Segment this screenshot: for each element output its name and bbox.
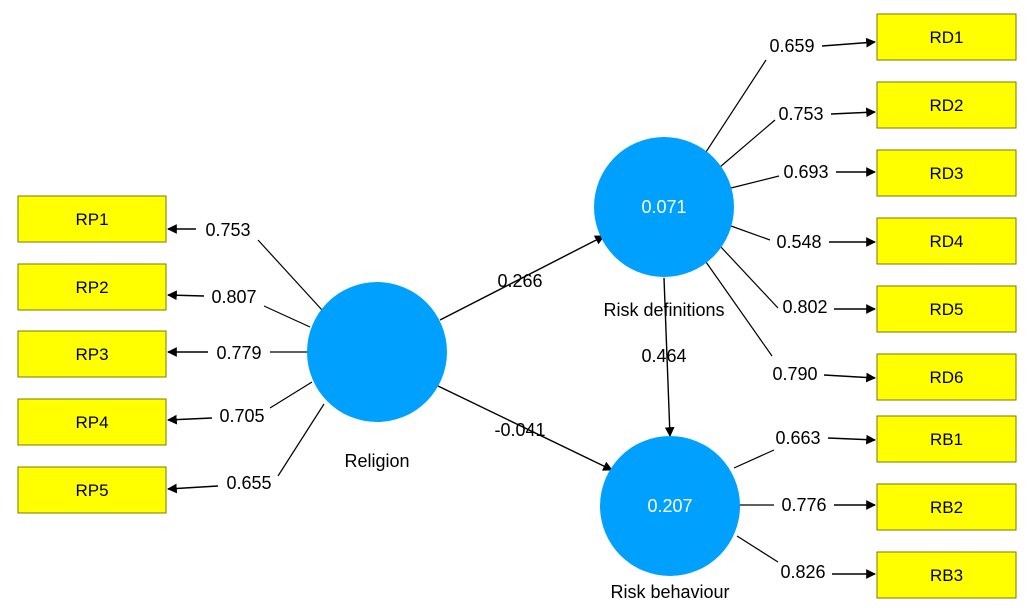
loading-value-rb3: 0.826 <box>780 562 825 582</box>
indicator-box-rd4[interactable] <box>876 217 1017 265</box>
loading-value-rp4: 0.705 <box>219 406 264 426</box>
loading-value-rp2: 0.807 <box>211 287 256 307</box>
path-arrow-risk_def-to-risk_beh <box>663 277 675 437</box>
loading-line-rb1 <box>733 449 775 469</box>
loading-arrow-rp4 <box>167 414 213 425</box>
loading-line-rp2 <box>263 305 311 328</box>
path-arrow-religion-to-risk_def <box>439 235 605 321</box>
loading-value-rp1: 0.753 <box>205 220 250 240</box>
loading-line-rp4 <box>269 381 313 409</box>
loading-line-rb3 <box>736 535 779 563</box>
indicator-label-rp3: RP3 <box>75 345 108 364</box>
indicator-label-rb2: RB2 <box>930 498 963 517</box>
loading-value-rp5: 0.655 <box>226 473 271 493</box>
indicator-box-rp4[interactable] <box>17 398 167 446</box>
indicator-label-rd4: RD4 <box>929 232 963 251</box>
loading-line-rd2 <box>719 119 776 168</box>
path-coefficient-religion-to-risk_beh: -0.041 <box>494 420 545 440</box>
latent-religion[interactable] <box>307 282 447 422</box>
loading-arrow-rp5 <box>167 483 219 494</box>
loading-arrow-rd6 <box>823 372 876 383</box>
loading-line-rd1 <box>705 59 767 153</box>
loading-value-rd3: 0.693 <box>783 162 828 182</box>
indicator-box-rd6[interactable] <box>876 353 1017 401</box>
loading-value-rd5: 0.802 <box>782 297 827 317</box>
indicator-box-rp1[interactable] <box>17 195 167 243</box>
loading-line-rp5 <box>277 403 325 477</box>
loading-line-rp1 <box>257 239 323 311</box>
path-coefficient-religion-to-risk_def: 0.266 <box>497 271 542 291</box>
indicator-box-rp2[interactable] <box>17 263 167 311</box>
loading-arrow-rb1 <box>827 434 876 445</box>
loading-value-rp3: 0.779 <box>216 343 261 363</box>
indicator-label-rd3: RD3 <box>929 164 963 183</box>
path-coefficient-risk_def-to-risk_beh: 0.464 <box>641 346 686 366</box>
indicator-box-rp3[interactable] <box>17 330 167 378</box>
indicator-label-rd5: RD5 <box>929 300 963 319</box>
indicator-box-rb1[interactable] <box>876 415 1017 463</box>
loading-line-rd3 <box>730 175 780 189</box>
loading-arrow-rp2 <box>167 290 205 301</box>
indicator-label-rp1: RP1 <box>75 210 108 229</box>
loading-line-rd4 <box>730 225 771 241</box>
loading-arrow-rd1 <box>821 37 876 48</box>
loading-arrow-rd2 <box>830 107 876 118</box>
indicator-label-rb3: RB3 <box>930 566 963 585</box>
indicator-box-rb2[interactable] <box>876 483 1017 531</box>
indicator-label-rp4: RP4 <box>75 413 108 432</box>
indicator-box-rd2[interactable] <box>876 81 1017 129</box>
indicator-box-rp5[interactable] <box>17 466 167 514</box>
latent-label-risk-def: Risk definitions <box>603 300 724 320</box>
latent-risk-beh[interactable] <box>600 436 740 576</box>
indicator-label-rb1: RB1 <box>930 430 963 449</box>
indicator-box-rd1[interactable] <box>876 13 1017 61</box>
loading-value-rd2: 0.753 <box>778 104 823 124</box>
latent-label-religion: Religion <box>344 451 409 471</box>
indicator-label-rd2: RD2 <box>929 96 963 115</box>
indicator-box-rb3[interactable] <box>876 551 1017 599</box>
r-squared-risk-beh: 0.207 <box>647 496 692 516</box>
indicator-box-rd5[interactable] <box>876 285 1017 333</box>
r-squared-risk-def: 0.071 <box>641 197 686 217</box>
latent-label-risk-beh: Risk behaviour <box>610 582 729 602</box>
loading-line-rd5 <box>719 245 779 309</box>
indicator-label-rd1: RD1 <box>929 28 963 47</box>
path-arrow-religion-to-risk_beh <box>437 385 613 471</box>
indicator-box-rd3[interactable] <box>876 149 1017 197</box>
loading-value-rb1: 0.663 <box>775 428 820 448</box>
loading-line-rd6 <box>705 261 773 357</box>
indicator-label-rp2: RP2 <box>75 278 108 297</box>
loading-value-rd6: 0.790 <box>772 364 817 384</box>
latent-risk-def[interactable] <box>594 137 734 277</box>
indicator-label-rd6: RD6 <box>929 368 963 387</box>
loading-value-rd4: 0.548 <box>776 232 821 252</box>
indicator-label-rp5: RP5 <box>75 481 108 500</box>
loading-value-rb2: 0.776 <box>781 495 826 515</box>
loading-value-rd1: 0.659 <box>769 36 814 56</box>
